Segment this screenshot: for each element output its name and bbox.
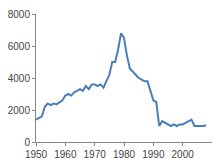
svg-text:4000: 4000 — [8, 73, 31, 84]
svg-text:2000: 2000 — [172, 149, 195, 160]
svg-text:1960: 1960 — [54, 149, 77, 160]
svg-text:1990: 1990 — [142, 149, 165, 160]
svg-text:2000: 2000 — [8, 105, 31, 116]
svg-text:8000: 8000 — [8, 9, 31, 20]
svg-text:1950: 1950 — [25, 149, 48, 160]
svg-text:1970: 1970 — [84, 149, 107, 160]
svg-text:0: 0 — [24, 137, 30, 148]
svg-text:6000: 6000 — [8, 41, 31, 52]
svg-text:1980: 1980 — [113, 149, 136, 160]
